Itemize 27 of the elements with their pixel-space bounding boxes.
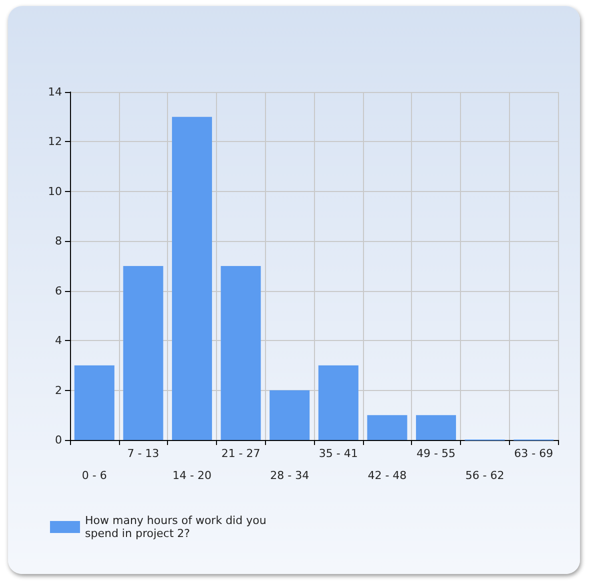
y-tick-label: 4 <box>55 334 62 348</box>
x-tick-label: 7 - 13 <box>127 447 160 460</box>
bar <box>270 390 310 440</box>
y-tick-label: 12 <box>48 135 62 148</box>
bar <box>123 266 164 440</box>
x-tick-label: 56 - 62 <box>465 469 504 482</box>
y-tick-label: 6 <box>55 284 62 298</box>
bar <box>416 415 456 440</box>
x-tick-label: 63 - 69 <box>514 447 554 460</box>
bar <box>220 266 261 440</box>
x-tick-label: 21 - 27 <box>221 447 260 460</box>
x-tick-label: 0 - 6 <box>82 469 107 482</box>
bar <box>74 365 114 440</box>
x-tick-label: 35 - 41 <box>318 447 358 460</box>
y-tick-label: 0 <box>55 434 62 446</box>
x-tick-label: 28 - 34 <box>270 469 310 482</box>
bar <box>367 415 408 440</box>
legend-label: How many hours of work did you spend in project 2? <box>85 514 270 540</box>
x-tick-label: 14 - 20 <box>172 469 212 482</box>
bar <box>172 116 212 440</box>
x-tick-label: 42 - 48 <box>368 469 407 482</box>
y-tick-label: 2 <box>55 384 62 397</box>
bar <box>318 365 358 440</box>
y-tick-label: 10 <box>48 184 62 198</box>
y-tick-label: 8 <box>55 234 62 248</box>
y-tick-label: 14 <box>48 86 62 98</box>
x-tick-label: 49 - 55 <box>416 447 456 460</box>
